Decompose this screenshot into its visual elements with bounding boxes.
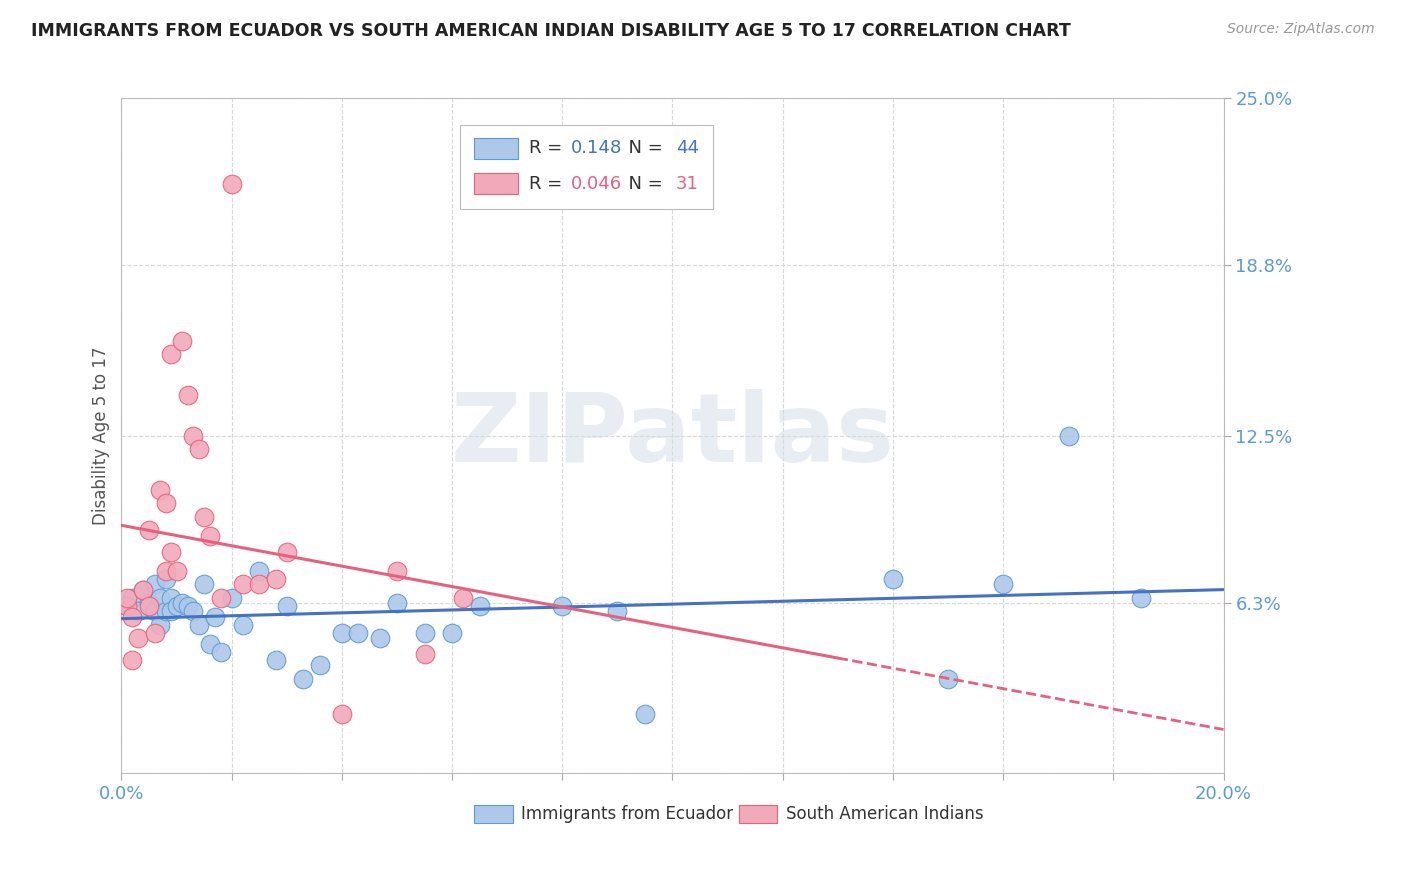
Text: R =: R =	[529, 139, 568, 158]
Point	[143, 604, 166, 618]
FancyBboxPatch shape	[460, 125, 713, 210]
Point	[276, 545, 298, 559]
Point	[451, 591, 474, 605]
Point	[127, 631, 149, 645]
FancyBboxPatch shape	[474, 173, 519, 194]
Point	[232, 617, 254, 632]
Point	[127, 604, 149, 618]
Text: IMMIGRANTS FROM ECUADOR VS SOUTH AMERICAN INDIAN DISABILITY AGE 5 TO 17 CORRELAT: IMMIGRANTS FROM ECUADOR VS SOUTH AMERICA…	[31, 22, 1071, 40]
Point	[176, 388, 198, 402]
Point	[936, 672, 959, 686]
Point	[132, 582, 155, 597]
Point	[115, 599, 138, 613]
Point	[441, 625, 464, 640]
Point	[149, 617, 172, 632]
FancyBboxPatch shape	[738, 805, 778, 822]
Point	[634, 706, 657, 721]
Point	[413, 625, 436, 640]
Point	[264, 572, 287, 586]
Text: Source: ZipAtlas.com: Source: ZipAtlas.com	[1227, 22, 1375, 37]
Point	[160, 604, 183, 618]
Point	[149, 483, 172, 497]
Point	[160, 545, 183, 559]
Point	[221, 591, 243, 605]
Point	[1057, 428, 1080, 442]
Point	[385, 596, 408, 610]
Point	[308, 658, 330, 673]
Point	[330, 706, 353, 721]
Text: R =: R =	[529, 175, 568, 193]
Point	[166, 564, 188, 578]
Point	[551, 599, 574, 613]
Text: ZIPatlas: ZIPatlas	[450, 389, 894, 482]
Point	[170, 334, 193, 348]
Point	[143, 625, 166, 640]
Point	[221, 178, 243, 192]
Point	[155, 564, 177, 578]
Point	[385, 564, 408, 578]
Point	[166, 599, 188, 613]
Point	[176, 599, 198, 613]
Point	[276, 599, 298, 613]
Text: N =: N =	[617, 175, 669, 193]
Text: Immigrants from Ecuador: Immigrants from Ecuador	[522, 805, 734, 822]
Text: N =: N =	[617, 139, 669, 158]
Point	[264, 653, 287, 667]
Point	[882, 572, 904, 586]
Y-axis label: Disability Age 5 to 17: Disability Age 5 to 17	[93, 346, 110, 524]
Point	[143, 577, 166, 591]
Point	[413, 648, 436, 662]
Point	[330, 625, 353, 640]
Point	[138, 523, 160, 537]
Point	[232, 577, 254, 591]
FancyBboxPatch shape	[474, 137, 519, 160]
Text: 44: 44	[676, 139, 699, 158]
Point	[468, 599, 491, 613]
Point	[155, 496, 177, 510]
Point	[160, 591, 183, 605]
Point	[155, 572, 177, 586]
Point	[991, 577, 1014, 591]
Text: 31: 31	[676, 175, 699, 193]
Point	[155, 604, 177, 618]
Text: 0.148: 0.148	[571, 139, 623, 158]
Point	[292, 672, 315, 686]
Point	[198, 637, 221, 651]
Point	[209, 645, 232, 659]
Point	[115, 599, 138, 613]
Point	[121, 591, 143, 605]
Point	[181, 428, 204, 442]
Point	[138, 596, 160, 610]
Point	[247, 577, 270, 591]
Point	[170, 596, 193, 610]
Point	[247, 564, 270, 578]
Text: South American Indians: South American Indians	[786, 805, 984, 822]
Point	[149, 591, 172, 605]
Point	[370, 631, 392, 645]
Point	[132, 582, 155, 597]
Point	[121, 653, 143, 667]
Point	[121, 609, 143, 624]
Point	[209, 591, 232, 605]
Point	[347, 625, 370, 640]
Point	[181, 604, 204, 618]
Point	[606, 604, 628, 618]
Text: 0.046: 0.046	[571, 175, 623, 193]
Point	[115, 591, 138, 605]
Point	[1129, 591, 1152, 605]
Point	[138, 599, 160, 613]
Point	[204, 609, 226, 624]
Point	[160, 347, 183, 361]
FancyBboxPatch shape	[474, 805, 513, 822]
Point	[193, 577, 215, 591]
Point	[193, 509, 215, 524]
Point	[198, 528, 221, 542]
Point	[187, 617, 209, 632]
Point	[187, 442, 209, 456]
